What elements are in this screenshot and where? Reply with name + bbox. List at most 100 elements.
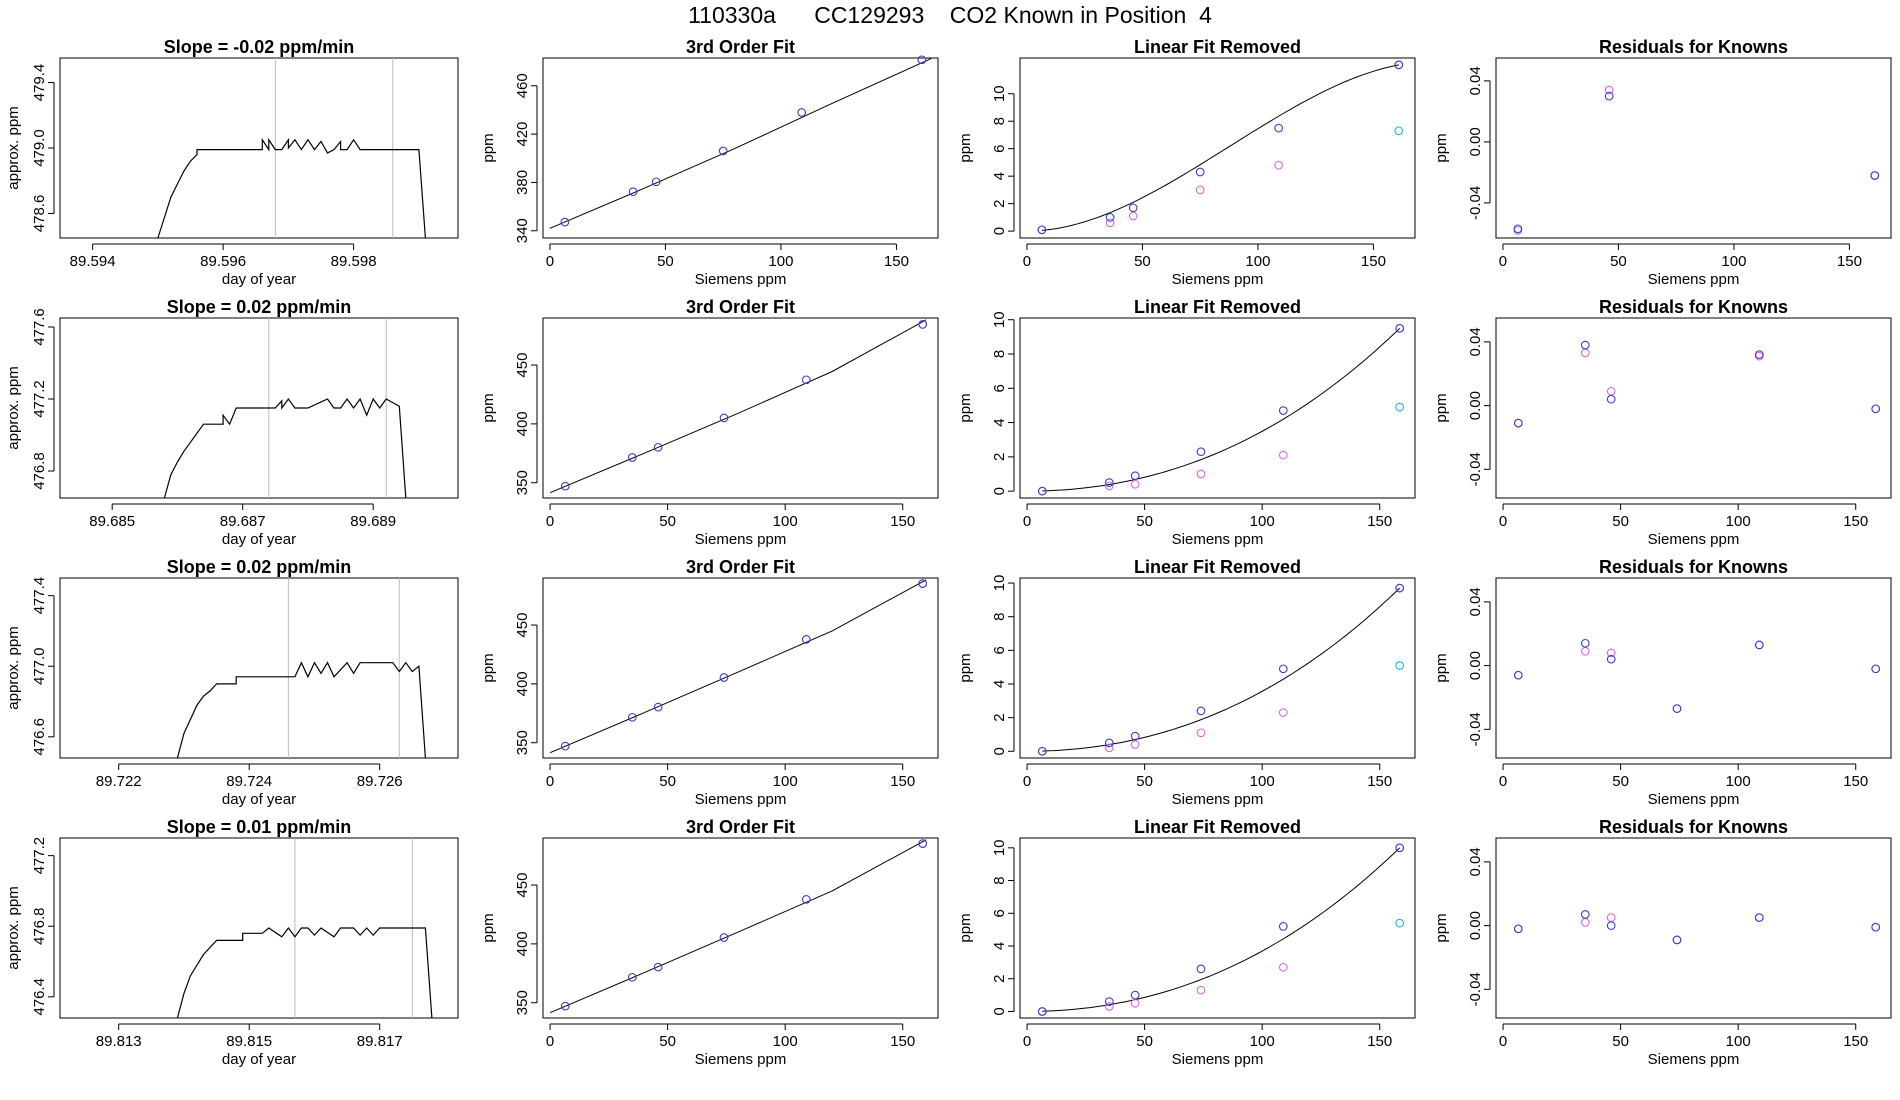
chart-1-0-y-label: approx. ppm bbox=[5, 366, 22, 449]
chart-3-2-point-pink bbox=[1104, 1002, 1114, 1011]
chart-2-2-point-blue bbox=[1395, 583, 1405, 593]
chart-0-1-point-blue bbox=[560, 217, 570, 227]
chart-2-3-point-blue bbox=[1606, 654, 1616, 664]
chart-1-3-y-tick-label: -0.04 bbox=[1467, 452, 1484, 486]
chart-0-0-x-label: day of year bbox=[222, 271, 296, 288]
chart-1-2-point-pink bbox=[1130, 479, 1140, 489]
chart-1-1-y-tick-label: 450 bbox=[514, 353, 531, 378]
chart-2-3-x-label: Siemens ppm bbox=[1648, 791, 1740, 808]
chart-3-0-x-tick-label: 89.817 bbox=[357, 1033, 403, 1050]
chart-2-3-x-tick-label: 50 bbox=[1612, 773, 1629, 790]
chart-0-1-x-tick-label: 150 bbox=[884, 253, 909, 270]
chart-3-3-point-blue bbox=[1754, 913, 1764, 922]
chart-0-3-x-tick-label: 100 bbox=[1721, 253, 1746, 270]
chart-2-3-y-tick-label: -0.04 bbox=[1467, 712, 1484, 746]
chart-0-2-point-blue bbox=[1105, 213, 1115, 222]
chart-3-2-point-cyan bbox=[1395, 918, 1405, 928]
chart-1-3-frame bbox=[1495, 317, 1892, 499]
chart-1-2-x-tick-label: 150 bbox=[1367, 513, 1392, 530]
chart-1-2-y-tick-label: 6 bbox=[991, 384, 1008, 392]
chart-2-2-x-tick-label: 100 bbox=[1250, 773, 1275, 790]
chart-2-2-point-blue bbox=[1196, 706, 1206, 716]
chart-3-1-point-blue bbox=[560, 1001, 570, 1011]
chart-3-0-y-tick-label: 477.2 bbox=[31, 837, 48, 875]
chart-2-0-y-tick-label: 477.0 bbox=[31, 647, 48, 685]
chart-3-2-y-tick-label: 6 bbox=[991, 909, 1008, 917]
chart-0-3-y-label: ppm bbox=[1433, 133, 1450, 162]
chart-1-1-y-label: ppm bbox=[480, 393, 497, 422]
chart-1-3-point-pink bbox=[1580, 348, 1590, 358]
chart-0-3-x-tick-label: 0 bbox=[1499, 253, 1507, 270]
chart-1-3-point-blue bbox=[1513, 418, 1523, 428]
chart-2-2-y-label: ppm bbox=[957, 653, 974, 682]
chart-2-0-series-line bbox=[176, 661, 426, 759]
chart-3-2-point-pink bbox=[1196, 985, 1206, 995]
chart-2-0-x-label: day of year bbox=[222, 791, 296, 808]
chart-3-1-x-tick-label: 100 bbox=[773, 1033, 798, 1050]
chart-3-2-point-blue bbox=[1130, 990, 1140, 1000]
chart-2-3-x-tick-label: 150 bbox=[1843, 773, 1868, 790]
chart-0-3-y-tick-label: 0.00 bbox=[1467, 127, 1484, 156]
chart-3-3-point-blue bbox=[1871, 922, 1881, 932]
chart-3-1-y-label: ppm bbox=[480, 913, 497, 942]
chart-3-2-point-blue bbox=[1395, 843, 1405, 853]
chart-3-2-x-label: Siemens ppm bbox=[1172, 1051, 1264, 1068]
chart-2-2-point-blue bbox=[1130, 731, 1140, 741]
chart-2-2-point-blue bbox=[1278, 664, 1288, 674]
chart-0-0-y-tick-label: 479.0 bbox=[31, 129, 48, 167]
chart-3-3-point-pink bbox=[1606, 913, 1616, 922]
chart-1-3-title: Residuals for Knowns bbox=[1599, 297, 1788, 317]
chart-2-3-point-blue bbox=[1672, 704, 1682, 713]
chart-0-1-y-tick-label: 340 bbox=[514, 218, 531, 243]
chart-0-2-point-blue bbox=[1274, 123, 1284, 133]
chart-2-1-y-label: ppm bbox=[480, 653, 497, 682]
chart-0-1-point-blue bbox=[917, 55, 927, 65]
chart-1-0-title: Slope = 0.02 ppm/min bbox=[167, 297, 352, 317]
chart-0-2-point-blue bbox=[1394, 60, 1404, 70]
chart-3-2-fit-curve bbox=[1042, 847, 1401, 1012]
chart-0-0-x-tick-label: 89.596 bbox=[200, 253, 246, 270]
chart-0-1-x-tick-label: 100 bbox=[768, 253, 793, 270]
chart-1-1-frame bbox=[542, 317, 939, 499]
chart-1-3-x-tick-label: 150 bbox=[1843, 513, 1868, 530]
chart-1-2-point-blue bbox=[1104, 478, 1114, 487]
chart-0-3-x-label: Siemens ppm bbox=[1648, 271, 1740, 288]
chart-3-3-y-tick-label: 0.00 bbox=[1467, 911, 1484, 940]
chart-2-1-y-tick-label: 350 bbox=[514, 730, 531, 755]
chart-2-0-x-tick-label: 89.724 bbox=[226, 773, 272, 790]
chart-2-3-x-tick-label: 100 bbox=[1726, 773, 1751, 790]
chart-0-2-point-pink bbox=[1195, 185, 1205, 195]
chart-3-1-x-tick-label: 150 bbox=[890, 1033, 915, 1050]
chart-1-2-x-tick-label: 0 bbox=[1023, 513, 1031, 530]
chart-0-3-y-tick-label: -0.04 bbox=[1467, 186, 1484, 220]
chart-2-1-point-blue bbox=[627, 712, 637, 722]
chart-3-2-y-tick-label: 2 bbox=[991, 975, 1008, 983]
chart-1-0-frame bbox=[59, 317, 459, 499]
chart-2-1-point-blue bbox=[918, 579, 928, 588]
chart-2-2-x-label: Siemens ppm bbox=[1172, 791, 1264, 808]
chart-2-2-point-cyan bbox=[1395, 661, 1405, 670]
chart-2-1-x-tick-label: 150 bbox=[890, 773, 915, 790]
chart-3-2-point-blue bbox=[1278, 922, 1288, 931]
chart-1-1-point-blue bbox=[918, 320, 928, 329]
chart-2-2-y-tick-label: 4 bbox=[991, 680, 1008, 688]
chart-0-2-y-tick-label: 4 bbox=[991, 172, 1008, 180]
chart-3-2-x-tick-label: 100 bbox=[1250, 1033, 1275, 1050]
chart-2-2-y-tick-label: 8 bbox=[991, 613, 1008, 621]
chart-0-2-point-blue bbox=[1037, 225, 1047, 235]
chart-1-2-y-tick-label: 0 bbox=[991, 487, 1008, 495]
chart-2-3-point-blue bbox=[1871, 664, 1881, 674]
chart-0-2-y-tick-label: 6 bbox=[991, 145, 1008, 153]
chart-0-3-title: Residuals for Knowns bbox=[1599, 37, 1788, 57]
chart-0-3-point-blue bbox=[1870, 171, 1880, 180]
chart-1-3-point-blue bbox=[1871, 404, 1881, 414]
chart-0-0-x-tick-label: 89.598 bbox=[331, 253, 377, 270]
chart-0-2-y-tick-label: 10 bbox=[991, 85, 1008, 102]
chart-1-2-point-pink bbox=[1278, 450, 1288, 460]
chart-0-3-point-blue bbox=[1604, 91, 1614, 101]
chart-0-1-frame bbox=[542, 57, 939, 239]
chart-1-2-point-blue bbox=[1037, 486, 1047, 496]
chart-1-3-point-blue bbox=[1580, 340, 1590, 350]
chart-3-0-frame bbox=[59, 837, 459, 1019]
chart-3-3-x-tick-label: 150 bbox=[1843, 1033, 1868, 1050]
